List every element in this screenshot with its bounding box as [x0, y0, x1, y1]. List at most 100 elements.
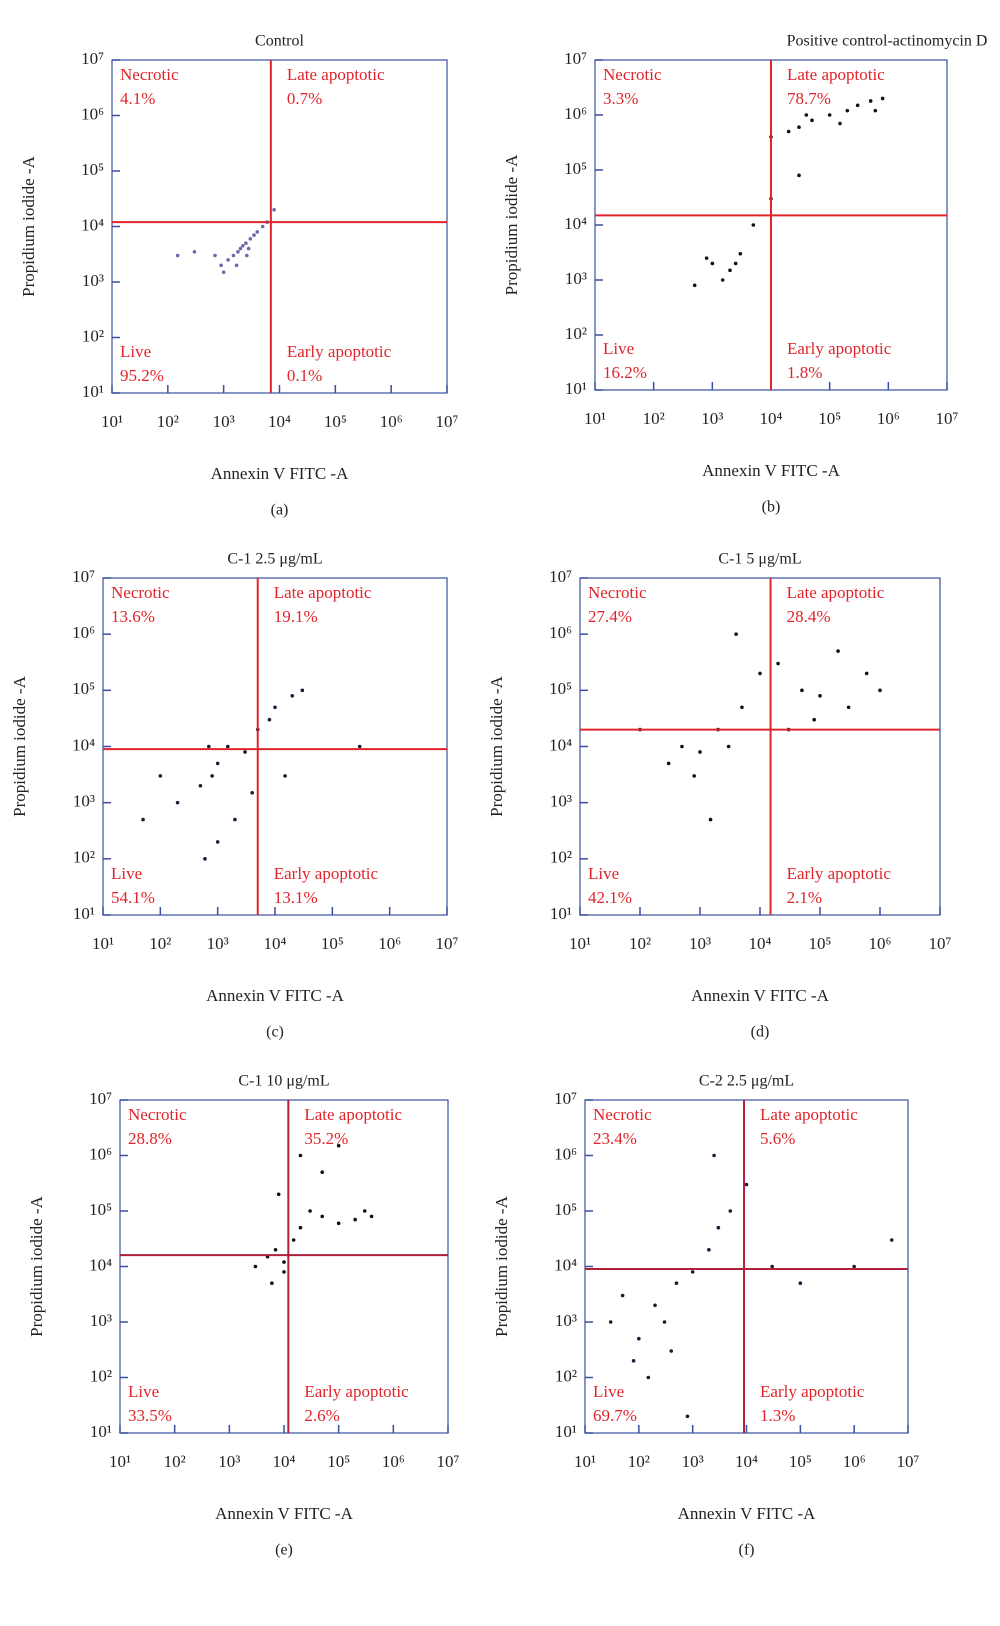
quadrant-name: Late apoptotic [787, 65, 885, 84]
quadrant-percent: 0.1% [287, 366, 322, 385]
panel-caption: (a) [271, 502, 289, 519]
data-point [221, 270, 226, 275]
y-tick-label: 10⁷ [554, 1089, 577, 1108]
y-tick-label: 10⁶ [89, 1144, 112, 1163]
data-point [836, 649, 840, 653]
data-point [260, 224, 265, 229]
quadrant-percent: 3.3% [603, 89, 638, 108]
data-point [653, 1303, 657, 1308]
quadrant-percent: 4.1% [120, 89, 155, 108]
x-tick-label: 10⁴ [268, 412, 291, 431]
quadrant-name: Early apoptotic [304, 1382, 409, 1401]
data-point [662, 1320, 667, 1324]
data-point [720, 278, 725, 282]
x-tick-label: 10³ [218, 1452, 240, 1471]
quadrant-percent: 69.7% [593, 1406, 637, 1425]
data-point [336, 1221, 341, 1226]
x-tick-label: 10⁴ [735, 1452, 758, 1471]
y-axis-label: Propidium iodide -A [10, 675, 29, 816]
quadrant-name: Live [588, 864, 619, 883]
data-point [726, 744, 731, 749]
data-point [873, 108, 878, 113]
data-point [273, 705, 277, 710]
data-point [248, 237, 253, 241]
quadrant-percent: 13.6% [111, 607, 155, 626]
data-point [637, 1336, 641, 1341]
y-tick-label: 10² [565, 324, 587, 343]
data-point [685, 1414, 690, 1419]
x-tick-label: 10³ [689, 934, 711, 953]
panel-caption: (f) [739, 1542, 755, 1559]
data-point [710, 261, 715, 266]
data-point [646, 1375, 651, 1380]
quadrant-percent: 2.1% [787, 888, 822, 907]
quadrant-name: Necrotic [128, 1105, 187, 1124]
x-axis-label: Annexin V FITC -A [702, 461, 840, 480]
y-tick-label: 10³ [565, 269, 587, 288]
x-tick-label: 10⁶ [869, 934, 892, 953]
quadrant-name: Early apoptotic [287, 342, 392, 361]
data-point [238, 246, 243, 251]
y-tick-label: 10⁴ [549, 735, 572, 754]
y-tick-label: 10⁴ [81, 215, 104, 234]
x-tick-label: 10¹ [109, 1452, 131, 1471]
y-tick-label: 10⁵ [554, 1200, 577, 1219]
quadrant-percent: 1.3% [760, 1406, 795, 1425]
data-point [707, 1247, 711, 1252]
y-tick-label: 10⁷ [564, 49, 587, 68]
x-tick-label: 10⁶ [877, 409, 900, 428]
x-axis-label: Annexin V FITC -A [206, 986, 344, 1005]
data-point [175, 800, 180, 805]
data-point [219, 263, 223, 268]
x-tick-label: 10² [157, 412, 179, 431]
y-tick-label: 10¹ [90, 1422, 112, 1441]
quadrant-name: Necrotic [593, 1105, 652, 1124]
data-point [300, 688, 305, 693]
y-tick-label: 10⁶ [564, 104, 587, 123]
data-point [362, 1209, 367, 1213]
quadrant-name: Late apoptotic [274, 583, 372, 602]
quadrant-percent: 42.1% [588, 888, 632, 907]
data-point [282, 1260, 286, 1264]
panel-title: C-1 2.5 μg/mL [227, 551, 322, 568]
data-point [276, 1192, 281, 1197]
x-tick-label: 10³ [213, 412, 235, 431]
x-tick-label: 10⁶ [382, 1452, 405, 1471]
data-point [797, 173, 801, 178]
data-point [810, 118, 814, 123]
x-tick-label: 10⁷ [436, 412, 459, 431]
quadrant-percent: 33.5% [128, 1406, 172, 1425]
x-tick-label: 10⁴ [264, 934, 287, 953]
y-tick-label: 10² [73, 848, 95, 867]
data-point [878, 688, 882, 693]
data-point [776, 661, 780, 666]
data-point [620, 1293, 625, 1298]
data-point [267, 717, 272, 722]
x-tick-label: 10² [628, 1452, 650, 1471]
quadrant-percent: 95.2% [120, 366, 164, 385]
data-point [733, 261, 738, 266]
data-point [704, 256, 709, 260]
data-point [210, 774, 214, 778]
panel-caption: (b) [762, 499, 781, 516]
data-point [680, 744, 684, 749]
x-tick-label: 10⁷ [936, 409, 959, 428]
panel-caption: (e) [275, 1542, 293, 1559]
x-tick-label: 10¹ [92, 934, 114, 953]
quadrant-name: Live [111, 864, 142, 883]
data-point [751, 223, 756, 227]
y-tick-label: 10³ [73, 792, 95, 811]
y-tick-label: 10⁶ [81, 104, 104, 123]
y-tick-label: 10⁷ [549, 567, 572, 586]
data-point [838, 121, 842, 126]
data-point [357, 744, 362, 749]
y-tick-label: 10² [550, 848, 572, 867]
data-point [740, 705, 744, 710]
x-tick-label: 10⁶ [843, 1452, 866, 1471]
quadrant-percent: 5.6% [760, 1129, 795, 1148]
quadrant-name: Necrotic [588, 583, 647, 602]
data-point [716, 1225, 721, 1230]
data-point [812, 717, 816, 722]
panel-title: Positive control-actinomycin D [787, 33, 988, 50]
y-tick-label: 10³ [555, 1311, 577, 1330]
